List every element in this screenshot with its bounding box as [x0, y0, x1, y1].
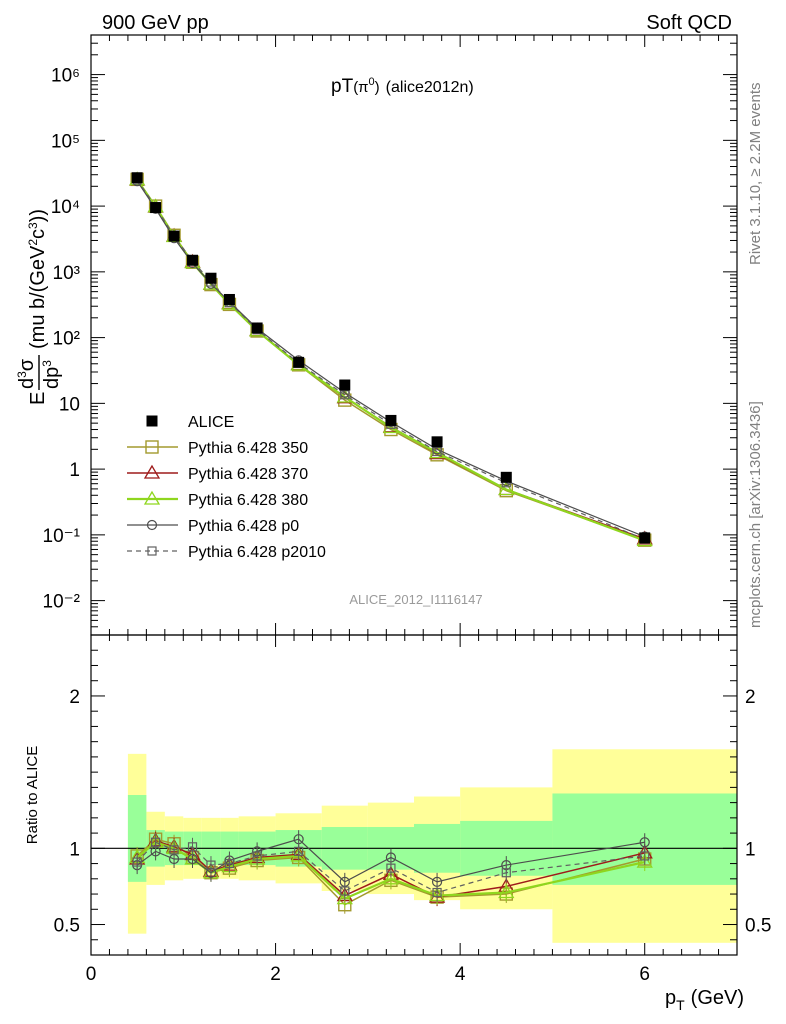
ratio-data-point	[294, 846, 304, 856]
ratio-data-point	[336, 890, 353, 905]
y-tick-label: 10⁵	[51, 131, 80, 152]
y-tick-label: 10⁻²	[43, 592, 81, 613]
legend-marker	[145, 440, 159, 454]
ratio-data-point	[386, 863, 396, 873]
y-tick-label: 1	[69, 460, 80, 481]
mcplots-site-label: mcplots.cern.ch [arXiv:1306.3436]	[747, 401, 764, 628]
y-tick-label-right: 0.5	[745, 916, 771, 937]
ylabel-units: (mu b/(GeV2c3))	[26, 209, 49, 349]
ratio-y-label: Ratio to ALICE	[24, 746, 41, 844]
x-tick-label: 4	[455, 964, 466, 985]
ratio-data-point	[498, 884, 515, 899]
legend-label: Pythia 6.428 380	[188, 492, 308, 509]
main-title: pT(π0) (alice2012n)	[331, 76, 474, 97]
data-point	[223, 293, 235, 305]
legend: ALICE Pythia 6.428 350 Pythia 6.428 370 Pyt…	[127, 414, 326, 561]
x-tick-label: 0	[86, 964, 97, 985]
ratio-data-point	[340, 886, 350, 896]
legend-label: ALICE	[188, 414, 234, 431]
data-point	[131, 172, 143, 184]
data-point	[639, 532, 651, 544]
ratio-data-point	[382, 870, 400, 885]
ratio-data-point	[639, 837, 650, 848]
x-axis-label: pT (GeV)	[665, 987, 744, 1013]
y-tick-label: 2	[69, 687, 80, 708]
legend-label: Pythia 6.428 p2010	[188, 544, 326, 561]
data-point	[385, 414, 397, 426]
analysis-id: ALICE_2012_I1116147	[349, 592, 482, 607]
series-line	[136, 178, 645, 541]
ratio-data-point	[636, 853, 653, 868]
rivet-version-label: Rivet 3.1.10, ≥ 2.2M events	[747, 83, 764, 266]
main-y-label: E d3σ dp3 (mu b/(GeV2c3))	[15, 209, 63, 405]
legend-label: Pythia 6.428 370	[188, 466, 308, 483]
data-point	[150, 202, 162, 214]
legend-label: Pythia 6.428 p0	[188, 518, 299, 535]
data-point	[432, 446, 442, 457]
y-tick-label: 10⁶	[51, 66, 80, 87]
y-tick-label-right: 1	[745, 839, 756, 860]
data-point	[498, 481, 515, 496]
series-line	[136, 179, 645, 540]
x-tick-label: 6	[639, 964, 650, 985]
series-line	[136, 179, 646, 542]
y-tick-label: 1	[69, 839, 80, 860]
ratio-frame	[90, 634, 738, 956]
ratio-data-point	[132, 857, 142, 867]
main-plot-area: 10⁻² 10⁻¹ 1 10 10² 10³ 10⁴ 10⁵ 10⁶	[43, 34, 738, 636]
y-tick-label: 10⁻¹	[43, 526, 81, 547]
legend-label: Pythia 6.428 350	[188, 440, 308, 457]
series-line	[136, 180, 645, 538]
legend-marker	[143, 464, 161, 479]
x-tick-label: 2	[270, 964, 281, 985]
y-tick-label: 10⁴	[51, 197, 80, 218]
ratio-data-point	[432, 887, 442, 898]
series-line	[136, 179, 645, 540]
data-point	[500, 471, 512, 483]
ratio-data-point	[206, 860, 216, 870]
data-point	[251, 322, 263, 334]
ratio-plot-area: 0.5 0.5 1 1 2 2 0 2 4 6	[54, 634, 771, 985]
data-point	[168, 230, 180, 242]
legend-marker	[147, 546, 157, 556]
legend-marker	[143, 490, 161, 505]
header-left: 900 GeV pp	[102, 12, 209, 34]
ratio-data-point	[640, 851, 650, 861]
ratio-data-point	[501, 868, 511, 878]
data-point	[339, 379, 351, 391]
legend-marker	[146, 519, 158, 531]
legend-marker	[146, 415, 158, 427]
svg-text:E: E	[27, 392, 49, 405]
data-point	[431, 436, 443, 448]
ratio-data-point	[252, 851, 262, 861]
y-tick-label: 10²	[53, 329, 80, 350]
y-tick-label-right: 2	[745, 687, 756, 708]
y-tick-label: 10	[59, 394, 80, 415]
data-point	[340, 390, 350, 400]
y-tick-label: 10³	[53, 263, 80, 284]
data-point	[187, 254, 199, 266]
ratio-data-point	[169, 845, 179, 855]
ratio-data-point	[224, 858, 235, 869]
ylabel-numerator: d3σ	[15, 358, 38, 389]
ylabel-denominator: dp3	[40, 360, 63, 389]
data-point	[293, 356, 305, 368]
ratio-data-point	[187, 842, 198, 852]
header-right: Soft QCD	[646, 12, 732, 34]
data-point	[205, 272, 217, 284]
y-tick-label: 0.5	[54, 916, 80, 937]
ratio-data-point	[151, 837, 161, 847]
